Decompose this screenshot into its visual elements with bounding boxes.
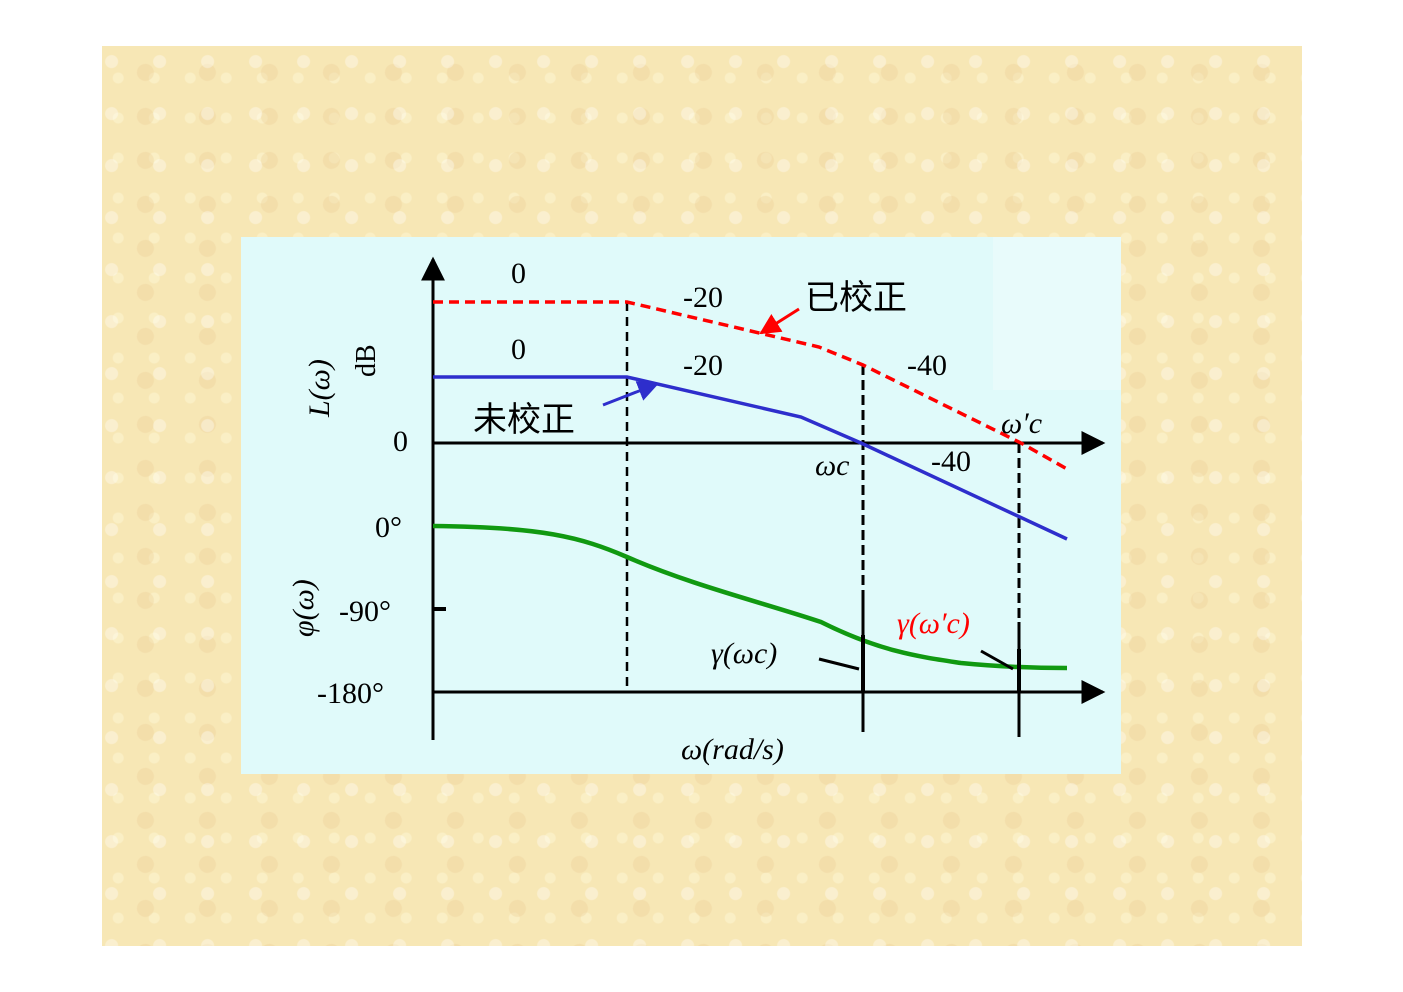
corrected-label-arrow xyxy=(759,307,800,335)
phase-tick-minus180: -180° xyxy=(317,677,384,710)
wc-label: ωc xyxy=(815,449,850,482)
corrected-magnitude-curve xyxy=(433,300,1068,471)
magnitude-axis-label: L(ω) xyxy=(303,359,336,418)
figure-background-patch xyxy=(993,237,1121,390)
figure-background xyxy=(241,237,1121,774)
x-axis-label: ω(rad/s) xyxy=(681,733,784,766)
uncorrected-curve-label: 未校正 xyxy=(473,400,575,440)
corrected-curve-label: 已校正 xyxy=(805,278,907,318)
gamma-wc-arrow xyxy=(818,657,860,671)
uncorrected-slope-minus20: -20 xyxy=(683,349,723,382)
gamma-wc-prime-label: γ(ω′c) xyxy=(897,607,970,640)
corrected-slope-0: 0 xyxy=(511,257,526,290)
phase-curve xyxy=(432,523,1068,671)
bode-diagram: L(ω) dB 0 φ(ω) 0° -90° -180° ω(rad/s) 0 … xyxy=(241,237,1121,774)
phase-axis-label: φ(ω) xyxy=(287,579,320,637)
corrected-slope-minus40: -40 xyxy=(907,349,947,382)
uncorrected-slope-minus40: -40 xyxy=(931,445,971,478)
phase-tick-0: 0° xyxy=(375,511,402,544)
wc-prime-label: ω′c xyxy=(1001,407,1042,440)
gamma-wc-label: γ(ωc) xyxy=(711,637,777,670)
uncorrected-magnitude-curve xyxy=(433,375,1068,541)
uncorrected-slope-0: 0 xyxy=(511,333,526,366)
uncorrected-label-arrow xyxy=(602,381,659,407)
magnitude-zero-label: 0 xyxy=(393,425,408,458)
magnitude-axis-unit: dB xyxy=(351,344,382,377)
corrected-slope-minus20: -20 xyxy=(683,281,723,314)
gamma-wc-prime-arrow xyxy=(980,649,1014,671)
phase-tick-minus90: -90° xyxy=(339,595,391,628)
